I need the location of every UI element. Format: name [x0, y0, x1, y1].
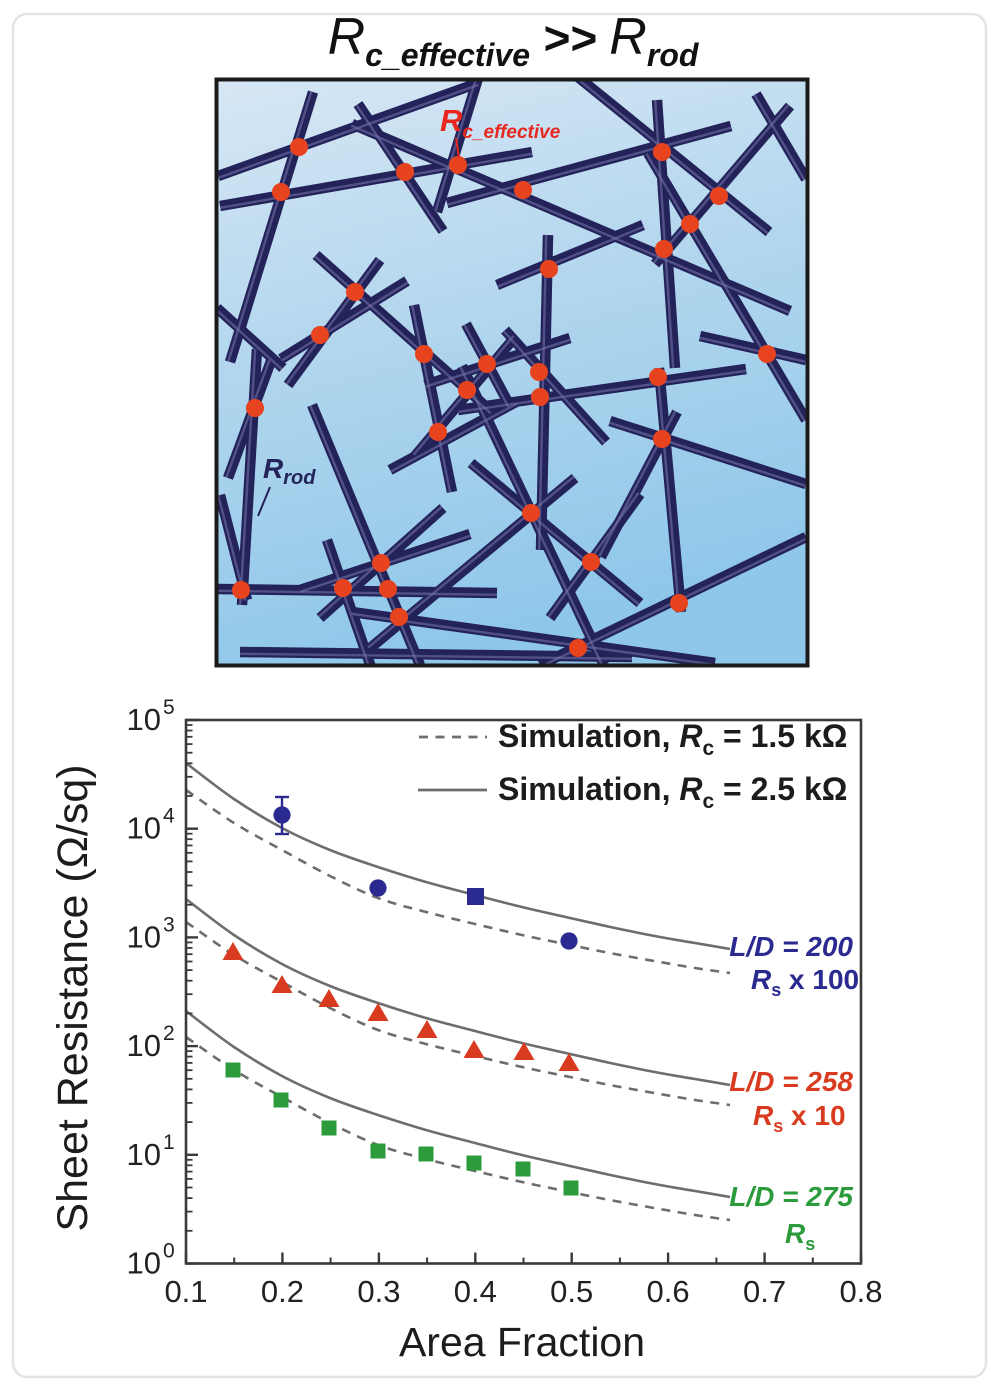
svg-text:10: 10 [127, 702, 161, 737]
svg-text:5: 5 [163, 696, 175, 719]
svg-text:0.4: 0.4 [454, 1274, 497, 1309]
svg-text:0.7: 0.7 [743, 1274, 786, 1309]
svg-text:0.8: 0.8 [839, 1274, 882, 1309]
svg-text:Simulation, Rc = 1.5 kΩ: Simulation, Rc = 1.5 kΩ [498, 718, 847, 760]
svg-text:2: 2 [163, 1022, 175, 1045]
svg-text:3: 3 [163, 913, 175, 936]
svg-text:Simulation, Rc = 2.5 kΩ: Simulation, Rc = 2.5 kΩ [498, 771, 847, 813]
svg-text:0.3: 0.3 [357, 1274, 400, 1309]
svg-text:1: 1 [163, 1131, 175, 1154]
svg-text:Rs x 100: Rs x 100 [751, 964, 859, 1000]
svg-text:10: 10 [127, 1028, 161, 1063]
svg-text:L/D = 200: L/D = 200 [729, 931, 853, 962]
svg-text:0.2: 0.2 [261, 1274, 304, 1309]
svg-text:L/D = 275: L/D = 275 [729, 1181, 853, 1212]
svg-text:0.5: 0.5 [550, 1274, 593, 1309]
svg-text:0: 0 [163, 1240, 175, 1263]
svg-text:Rc_effective >> Rrod: Rc_effective >> Rrod [328, 8, 700, 73]
svg-text:Area Fraction: Area Fraction [399, 1319, 645, 1365]
svg-text:4: 4 [163, 805, 175, 828]
svg-text:10: 10 [127, 1137, 161, 1172]
svg-text:0.1: 0.1 [164, 1274, 207, 1309]
svg-text:Rs x 10: Rs x 10 [753, 1100, 846, 1136]
svg-text:0.6: 0.6 [647, 1274, 690, 1309]
svg-text:L/D = 258: L/D = 258 [729, 1066, 853, 1097]
svg-text:10: 10 [127, 1246, 161, 1281]
svg-text:10: 10 [127, 919, 161, 954]
svg-text:Sheet Resistance (Ω/sq): Sheet Resistance (Ω/sq) [49, 764, 97, 1231]
svg-text:10: 10 [127, 811, 161, 846]
svg-text:Rs: Rs [785, 1218, 815, 1254]
